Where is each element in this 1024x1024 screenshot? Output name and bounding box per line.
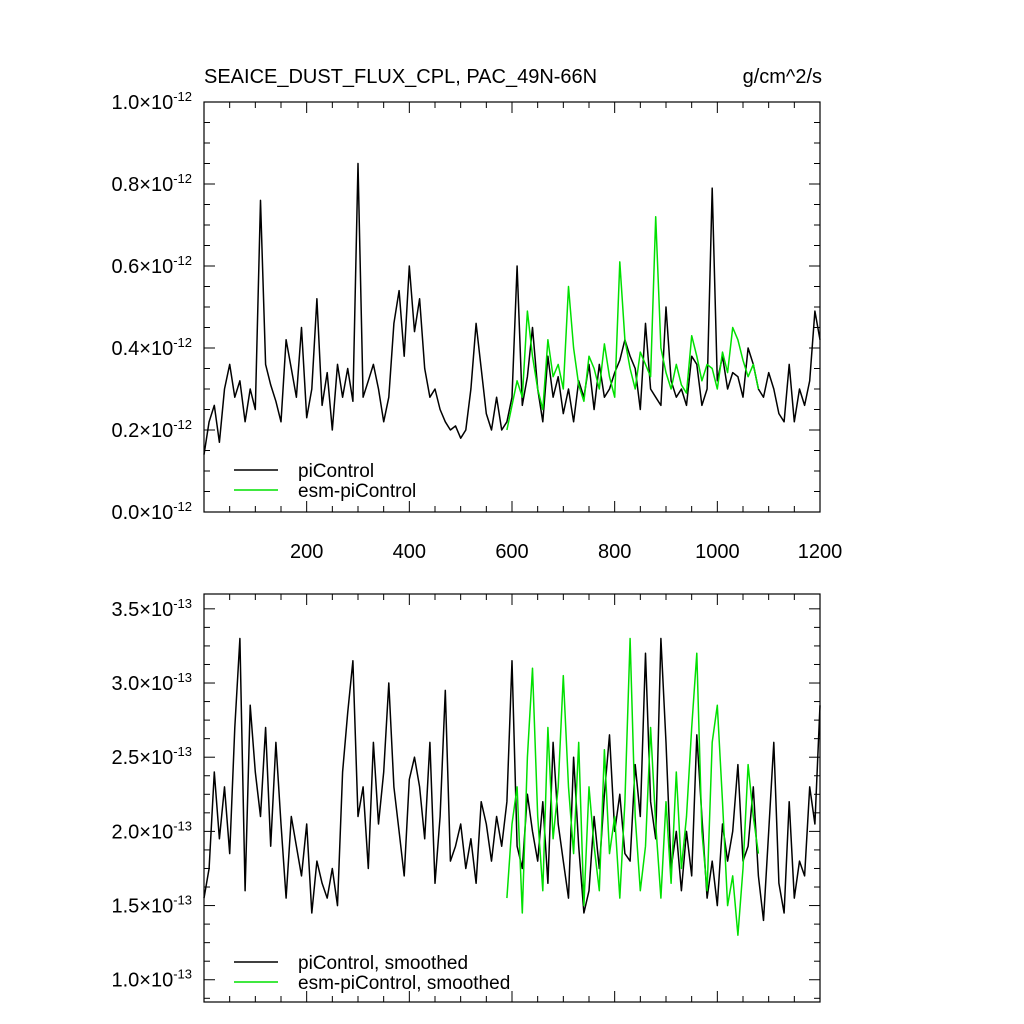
x-tick-label: 1200 [798, 541, 843, 563]
series-line-picontrol [203, 162, 821, 455]
x-tick-label: 200 [290, 541, 323, 563]
legend-label: esm-piControl [298, 481, 416, 502]
legend-label: piControl [298, 461, 374, 482]
chart-title: SEAICE_DUST_FLUX_CPL, PAC_49N-66N [204, 66, 597, 88]
series-line-esm-picontrol [506, 637, 760, 936]
plot-frame [203, 593, 821, 1003]
units-label: g/cm^2/s [743, 66, 822, 88]
panel-1: 0.0×10-12 0.2×10-12 0.4×10-12 0.6×10-12 0.8×… [111, 89, 842, 563]
y-tick-label: 0.8×10-12 [111, 171, 192, 196]
y-tick-label: 0.4×10-12 [111, 335, 192, 360]
y-tick-label: 0.2×10-12 [111, 417, 192, 442]
y-tick-label: 3.0×10-13 [111, 670, 192, 695]
y-tick-label: 1.0×10-12 [111, 89, 192, 114]
x-tick-label: 1000 [695, 541, 740, 563]
plot-frame [203, 101, 821, 513]
y-tick-label: 0.6×10-12 [111, 253, 192, 278]
legend-label: piControl, smoothed [298, 953, 468, 974]
x-tick-label: 800 [598, 541, 631, 563]
panels: 0.0×10-12 0.2×10-12 0.4×10-12 0.6×10-12 0.8×… [111, 89, 842, 1003]
y-tick-label: 2.0×10-13 [111, 818, 192, 843]
x-tick-label: 400 [393, 541, 426, 563]
y-tick-label: 2.5×10-13 [111, 744, 192, 769]
y-tick-label: 1.0×10-13 [111, 967, 192, 992]
y-tick-label: 1.5×10-13 [111, 893, 192, 918]
series-line-picontrol [203, 637, 821, 922]
y-tick-label: 3.5×10-13 [111, 596, 192, 621]
x-tick-label: 600 [495, 541, 528, 563]
legend-label: esm-piControl, smoothed [298, 973, 510, 994]
panel-2: 1.0×10-13 1.5×10-13 2.0×10-13 2.5×10-13 3.0×… [111, 593, 821, 1003]
y-tick-label: 0.0×10-12 [111, 499, 192, 524]
series-line-esm-picontrol [506, 216, 760, 431]
